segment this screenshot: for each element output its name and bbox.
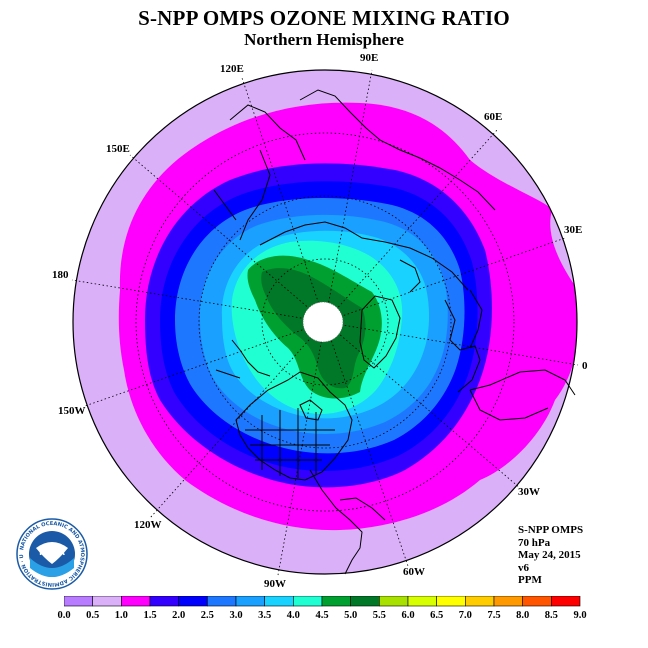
- meridian-line: [241, 77, 326, 323]
- meridian-line: [324, 321, 579, 366]
- latitude-circle: [261, 258, 389, 386]
- colorbar-swatch: [493, 596, 523, 607]
- colorbar-tick-label: 1.5: [143, 610, 157, 621]
- colorbar-swatch: [121, 596, 151, 607]
- meridian-line: [324, 321, 521, 489]
- meridian-line: [324, 321, 409, 567]
- lon-label-150e: 150E: [106, 143, 130, 155]
- colorbar-tick-label: 5.5: [372, 610, 386, 621]
- lon-label-30w: 30W: [518, 486, 540, 498]
- colorbar-tick-label: 8.0: [516, 610, 530, 621]
- lon-label-90e: 90E: [360, 52, 379, 64]
- colorbar-tick-label: 8.5: [544, 610, 558, 621]
- coastlines: [213, 89, 576, 575]
- colorbar-swatch: [321, 596, 351, 607]
- colorbar: [64, 596, 581, 607]
- colorbar-tick-label: 2.0: [172, 610, 186, 621]
- map-subtitle: Northern Hemisphere: [244, 30, 404, 49]
- pressure-level: 70 hPa: [518, 536, 551, 549]
- graticule: [71, 69, 579, 576]
- pole-no-data: [302, 301, 344, 343]
- colorbar-swatch: [293, 596, 323, 607]
- colorbar-tick-label: 4.5: [315, 610, 329, 621]
- colorbar-tick-label: 2.5: [200, 610, 214, 621]
- colorbar-tick-label: 0.5: [86, 610, 100, 621]
- version-label: v6: [518, 561, 529, 574]
- units-label: PPM: [518, 574, 542, 587]
- colorbar-swatch: [465, 596, 495, 607]
- lon-label-150w: 150W: [58, 405, 86, 417]
- colorbar-swatch: [551, 596, 581, 607]
- colorbar-swatch: [522, 596, 552, 607]
- colorbar-swatch: [235, 596, 265, 607]
- colorbar-swatch: [407, 596, 437, 607]
- lon-label-120w: 120W: [134, 519, 162, 531]
- noaa-logo: NATIONAL OCEANIC AND ATMOSPHERIC ADMINIS…: [16, 518, 88, 590]
- colorbar-swatch: [178, 596, 208, 607]
- lon-label-180: 180: [52, 269, 69, 281]
- colorbar-swatch: [264, 596, 294, 607]
- lon-label-90w: 90W: [264, 578, 286, 590]
- colorbar-tick-label: 6.5: [430, 610, 444, 621]
- lon-label-60e: 60E: [484, 111, 503, 123]
- colorbar-tick-label: 0.0: [57, 610, 71, 621]
- colorbar-tick-label: 6.0: [401, 610, 415, 621]
- info-block: S-NPP OMPS 70 hPa May 24, 2015 v6 PPM: [518, 524, 583, 587]
- logo-text: NOAA: [39, 548, 65, 557]
- meridian-line: [129, 154, 326, 323]
- lon-label-60w: 60W: [403, 566, 425, 578]
- meridian-line: [71, 279, 326, 323]
- colorbar-swatch: [64, 596, 93, 607]
- meridian-line: [324, 69, 373, 323]
- colorbar-swatch: [92, 596, 122, 607]
- colorbar-tick-label: 7.0: [458, 610, 472, 621]
- instrument-label: S-NPP OMPS: [518, 524, 584, 536]
- colorbar-tick-label: 5.0: [344, 610, 358, 621]
- map-border: [72, 69, 578, 575]
- colorbar-swatch: [350, 596, 380, 607]
- colorbar-tick-label: 1.0: [114, 610, 128, 621]
- latitude-circle: [135, 132, 515, 512]
- lon-label-120e: 120E: [220, 63, 244, 75]
- colorbar-tick-label: 3.5: [258, 610, 272, 621]
- colorbar-tick-label: 7.5: [487, 610, 501, 621]
- colorbar-swatch: [149, 596, 179, 607]
- lon-label-0: 0: [582, 360, 588, 372]
- colorbar-swatch: [436, 596, 466, 607]
- lon-label-30e: 30E: [564, 224, 583, 236]
- latitude-circle: [198, 195, 452, 449]
- meridian-line: [277, 321, 326, 576]
- colorbar-swatch: [379, 596, 409, 607]
- colorbar-tick-label: 4.0: [286, 610, 300, 621]
- meridian-line: [324, 129, 498, 323]
- colorbar-tick-label: 9.0: [573, 610, 587, 621]
- map-title: S-NPP OMPS OZONE MIXING RATIO: [138, 6, 510, 30]
- colorbar-tick-label: 3.0: [229, 610, 243, 621]
- date-label: May 24, 2015: [518, 549, 581, 562]
- colorbar-swatch: [207, 596, 237, 607]
